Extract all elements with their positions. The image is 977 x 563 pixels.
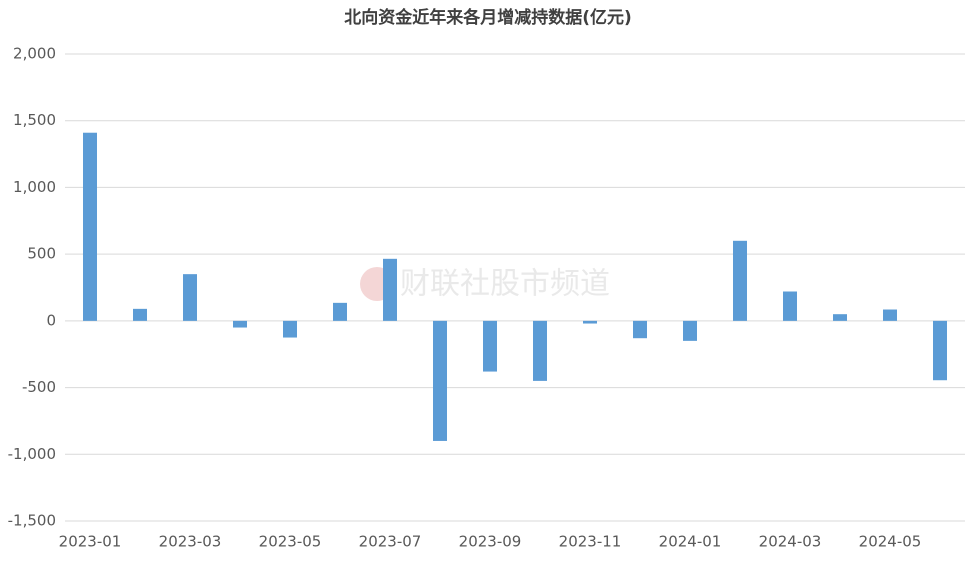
bar (633, 320, 647, 339)
y-tick-label: 0 (46, 311, 56, 329)
bar (933, 320, 947, 381)
bar (583, 320, 597, 324)
x-tick-label: 2023-11 (559, 533, 622, 551)
x-tick-label: 2024-01 (659, 533, 722, 551)
y-tick-label: 500 (27, 245, 56, 263)
y-tick-label: 1,000 (13, 178, 56, 196)
bar (183, 274, 197, 321)
y-tick-label: 1,500 (13, 111, 56, 129)
x-tick-label: 2023-03 (159, 533, 222, 551)
x-tick-label: 2023-07 (359, 533, 422, 551)
bar (533, 320, 547, 381)
bar (133, 308, 147, 321)
y-tick-label: 2,000 (13, 45, 56, 63)
x-tick-label: 2023-01 (59, 533, 122, 551)
watermark: 财联社股市频道 (400, 267, 610, 302)
x-tick-label: 2023-09 (459, 533, 522, 551)
bar (483, 320, 497, 372)
y-tick-label: -1,500 (8, 512, 56, 530)
y-tick-label: -500 (22, 378, 56, 396)
bar (283, 320, 297, 338)
bar (833, 314, 847, 321)
bar (733, 240, 747, 321)
bar (83, 132, 97, 321)
chart-title: 北向资金近年来各月增减持数据(亿元) (344, 7, 632, 28)
x-tick-label: 2024-05 (859, 533, 922, 551)
x-tick-label: 2024-03 (759, 533, 822, 551)
y-tick-label: -1,000 (8, 445, 56, 463)
bar (683, 320, 697, 341)
bar (433, 320, 447, 441)
bar (383, 258, 397, 321)
bar (783, 291, 797, 321)
x-tick-label: 2023-05 (259, 533, 322, 551)
bar (333, 302, 347, 321)
bar (883, 309, 897, 321)
bar (233, 320, 247, 328)
